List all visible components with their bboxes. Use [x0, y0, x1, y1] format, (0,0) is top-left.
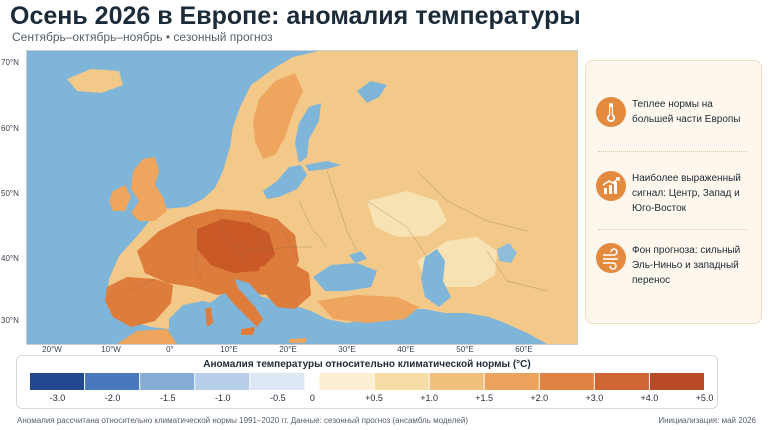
lon-label-50e: 50°E [456, 345, 474, 354]
lon-label-20e: 20°E [279, 345, 297, 354]
legend-tick-label: +1.5 [475, 393, 494, 403]
legend-tick-label: 0 [309, 393, 315, 403]
legend-tick-label: +1.0 [420, 393, 438, 403]
land-balkans [259, 261, 311, 309]
legend-swatch [30, 373, 85, 390]
land-scandinavia-core [253, 73, 303, 159]
lon-label-30e: 30°E [338, 345, 356, 354]
legend-tick-label: +2.0 [530, 393, 549, 403]
sea-adriatic [235, 279, 265, 311]
land-crete [289, 338, 307, 343]
legend-swatch [319, 373, 374, 390]
thermometer-icon [596, 97, 626, 127]
legend-tick-label: -3.0 [49, 393, 66, 403]
lon-label-40e: 40°E [397, 345, 415, 354]
land-italy [223, 283, 263, 327]
sea-mediterranean [169, 301, 383, 344]
land-iceland [67, 69, 123, 93]
legend-swatch [250, 373, 305, 390]
sea-baltic [263, 165, 307, 199]
info-panel: Теплее нормы на большей части Европы Наи… [585, 60, 762, 324]
lon-label-10w: 10°W [101, 345, 121, 354]
land-great-britain [131, 157, 167, 221]
land-anatolia [317, 295, 419, 323]
lat-label-40: 40°N [1, 254, 19, 263]
land-sicily [241, 327, 255, 335]
legend-swatch [85, 373, 140, 390]
legend-tick-label: +5.0 [695, 393, 714, 403]
sea-bothnia [295, 103, 321, 163]
country-borders [130, 170, 548, 292]
land-novaya-zemlya [457, 51, 473, 77]
legend-tick-label: -1.5 [159, 393, 176, 403]
legend-swatches [30, 373, 704, 390]
color-legend: Аномалия температуры относительно климат… [16, 355, 718, 409]
panel-divider [598, 151, 748, 152]
lat-label-50: 50°N [1, 189, 19, 198]
init-date: Инициализация: май 2026 [658, 416, 756, 425]
land-iberia [105, 277, 173, 327]
sea-gulf-finland [305, 161, 341, 171]
legend-tick-label: -0.5 [270, 393, 286, 403]
info-text-warmer: Теплее нормы на большей части Европы [632, 99, 741, 125]
footer-note: Аномалия рассчитана относительно климати… [17, 416, 468, 425]
lon-label-20w: 20°W [42, 345, 62, 354]
panel-divider [598, 229, 748, 230]
land-north-africa [117, 329, 177, 344]
legend-swatch [484, 373, 539, 390]
legend-tick-label: +0.5 [365, 393, 383, 403]
rising-chart-icon [596, 171, 626, 201]
land-east-weak [367, 191, 447, 237]
sea-white [357, 81, 387, 103]
legend-tick-label: +4.0 [640, 393, 659, 403]
legend-swatch [374, 373, 429, 390]
land-sardinia [205, 307, 213, 327]
legend-tick-label: +3.0 [585, 393, 604, 403]
lon-label-60e: 60°E [515, 345, 533, 354]
wind-icon [596, 243, 626, 273]
sea-caspian [421, 249, 451, 307]
lat-label-30: 30°N [1, 316, 19, 325]
sea-black [313, 263, 377, 291]
legend-swatch [539, 373, 594, 390]
lon-label-10e: 10°E [220, 345, 238, 354]
sea-azov [349, 251, 367, 263]
anomaly-map [26, 50, 578, 345]
lon-label-0: 0° [166, 345, 174, 354]
land-ireland [109, 185, 131, 211]
legend-tick-label: -2.0 [104, 393, 121, 403]
legend-swatch [649, 373, 704, 390]
lat-label-60: 60°N [1, 124, 19, 133]
page-title: Осень 2026 в Европе: аномалия температур… [10, 2, 581, 30]
info-text-signal: Наиболее выраженный сигнал: Центр, Запад… [632, 173, 741, 214]
legend-swatch [594, 373, 649, 390]
lat-label-70: 70°N [1, 58, 19, 67]
legend-swatch [140, 373, 195, 390]
legend-swatch [195, 373, 250, 390]
map-canvas [27, 51, 577, 344]
legend-tick-label: -1.0 [215, 393, 231, 403]
legend-title: Аномалия температуры относительно климат… [203, 359, 531, 370]
sea-aral [497, 243, 517, 263]
info-text-background: Фон прогноза: сильный Эль-Ниньо и западн… [632, 245, 741, 286]
page-subtitle: Сентябрь–октябрь–ноябрь • сезонный прогн… [12, 30, 273, 44]
legend-swatch [429, 373, 484, 390]
